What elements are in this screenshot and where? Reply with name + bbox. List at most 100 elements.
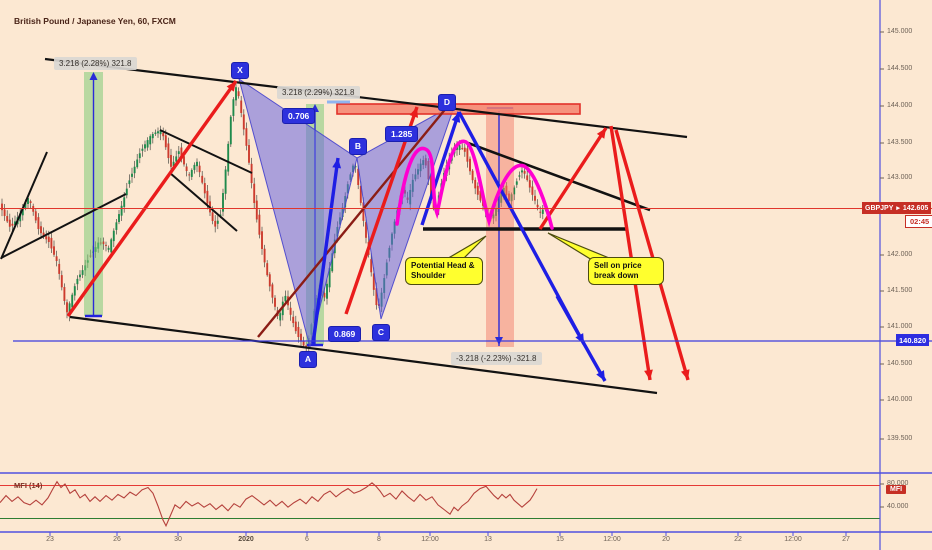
candle-body: [151, 133, 154, 139]
candle-body: [536, 204, 539, 208]
blue-trend-arrow-head-icon: [332, 158, 342, 169]
candle-body: [66, 302, 68, 313]
time-axis-label[interactable]: 15: [556, 536, 564, 543]
candle-body: [58, 263, 61, 274]
time-axis-label[interactable]: 26: [113, 536, 121, 543]
candle-body: [214, 220, 217, 227]
fib-extension-label-down[interactable]: -3.218 (-2.23%) -321.8: [451, 352, 542, 365]
candle-body: [172, 161, 175, 167]
mfi-axis-tag: MFI: [886, 485, 907, 494]
price-axis-label[interactable]: 143.500: [887, 139, 913, 146]
candle-body: [245, 128, 248, 146]
time-axis-label[interactable]: 8: [377, 536, 381, 543]
candle-body: [60, 275, 63, 288]
candle-body: [37, 217, 40, 230]
price-axis-label[interactable]: 140.000: [887, 396, 913, 403]
pattern-point-c[interactable]: C: [372, 324, 390, 341]
candle-body: [375, 288, 378, 306]
time-axis-label[interactable]: 23: [46, 536, 54, 543]
callout-sell-breakdown[interactable]: Sell on price break down: [588, 257, 664, 285]
head-shoulders-curve: [395, 139, 554, 230]
candle-body: [71, 294, 74, 308]
candle-body: [6, 216, 9, 222]
time-axis-label[interactable]: 27: [842, 536, 850, 543]
fib-projection-band-0-arrow-up-icon: [89, 72, 98, 80]
candle-body: [300, 333, 302, 342]
price-axis-label[interactable]: 40.000: [887, 503, 909, 510]
candle-body: [128, 180, 131, 185]
price-axis-label[interactable]: 144.000: [887, 102, 913, 109]
fib-extension-label-mid[interactable]: 3.218 (2.29%) 321.8: [277, 86, 360, 99]
candle-body: [8, 219, 11, 227]
candle-body: [141, 148, 144, 151]
level-price-tag[interactable]: 140.820: [896, 334, 930, 346]
candle-body: [219, 214, 222, 217]
time-axis-label[interactable]: 20: [662, 536, 670, 543]
price-axis-label[interactable]: 140.500: [887, 360, 913, 367]
candle-body: [539, 211, 542, 213]
candle-body: [14, 221, 16, 225]
fib-projection-band-down: [486, 107, 514, 347]
callout-head-shoulders[interactable]: Potential Head & Shoulder: [405, 257, 483, 285]
candle-body: [120, 205, 123, 216]
time-axis-label[interactable]: 30: [174, 536, 182, 543]
candle-body: [170, 154, 172, 167]
candle-body: [73, 286, 76, 296]
time-axis-label[interactable]: 22: [734, 536, 742, 543]
fib-extension-label-left[interactable]: 3.218 (2.28%) 321.8: [54, 57, 137, 70]
fib-ratio-0869[interactable]: 0.869: [328, 326, 362, 342]
price-axis-label[interactable]: 145.000: [887, 28, 913, 35]
candle-body: [79, 274, 81, 278]
time-axis-label[interactable]: 13: [484, 536, 492, 543]
candle-body: [68, 303, 71, 317]
candle-body: [162, 132, 165, 137]
candle-body: [203, 183, 206, 194]
symbol-price-tag[interactable]: GBPJPY ▸ 142.605: [862, 202, 932, 214]
mfi-legend[interactable]: MFI (14): [14, 481, 43, 490]
candle-body: [222, 193, 224, 212]
candle-body: [258, 214, 261, 235]
candle-body: [131, 173, 133, 177]
time-axis-label[interactable]: 6: [305, 536, 309, 543]
time-axis-label[interactable]: 12:00: [784, 536, 802, 543]
candle-body: [297, 326, 300, 338]
candle-body: [183, 156, 185, 165]
pattern-point-x[interactable]: X: [231, 62, 249, 79]
candle-body: [154, 132, 157, 134]
fib-ratio-1285[interactable]: 1.285: [385, 126, 419, 142]
trend-line: [169, 172, 238, 232]
time-axis-label[interactable]: 2020: [238, 536, 254, 543]
pattern-point-a[interactable]: A: [299, 351, 317, 368]
candle-body: [456, 146, 458, 150]
price-axis-label[interactable]: 143.000: [887, 174, 913, 181]
trend-line: [0, 193, 127, 259]
candle-body: [118, 214, 120, 223]
candle-body: [206, 190, 209, 204]
candle-body: [21, 208, 24, 216]
price-axis-label[interactable]: 144.500: [887, 65, 913, 72]
candle-body: [357, 168, 360, 185]
trend-line: [69, 315, 658, 395]
candle-body: [237, 91, 240, 97]
candle-body: [235, 87, 237, 101]
price-axis-label[interactable]: 142.000: [887, 251, 913, 258]
pattern-point-b[interactable]: B: [349, 138, 367, 155]
time-axis-label[interactable]: 12:00: [421, 536, 439, 543]
candle-body: [521, 170, 523, 173]
time-axis-label[interactable]: 12:00: [603, 536, 621, 543]
candle-body: [528, 180, 531, 188]
candle-body: [180, 147, 183, 158]
candle-body: [133, 166, 136, 174]
fib-ratio-0706[interactable]: 0.706: [282, 108, 316, 124]
price-axis-label[interactable]: 141.000: [887, 323, 913, 330]
price-axis-label[interactable]: 80.000: [887, 480, 909, 487]
pattern-point-d[interactable]: D: [438, 94, 456, 111]
candle-body: [136, 159, 139, 168]
price-axis-label[interactable]: 139.500: [887, 435, 913, 442]
blue-trend-arrow-head-icon: [451, 112, 461, 123]
candle-body: [53, 246, 55, 255]
price-axis-label[interactable]: 141.500: [887, 287, 913, 294]
candle-body: [523, 170, 526, 174]
candle-body: [479, 190, 482, 201]
